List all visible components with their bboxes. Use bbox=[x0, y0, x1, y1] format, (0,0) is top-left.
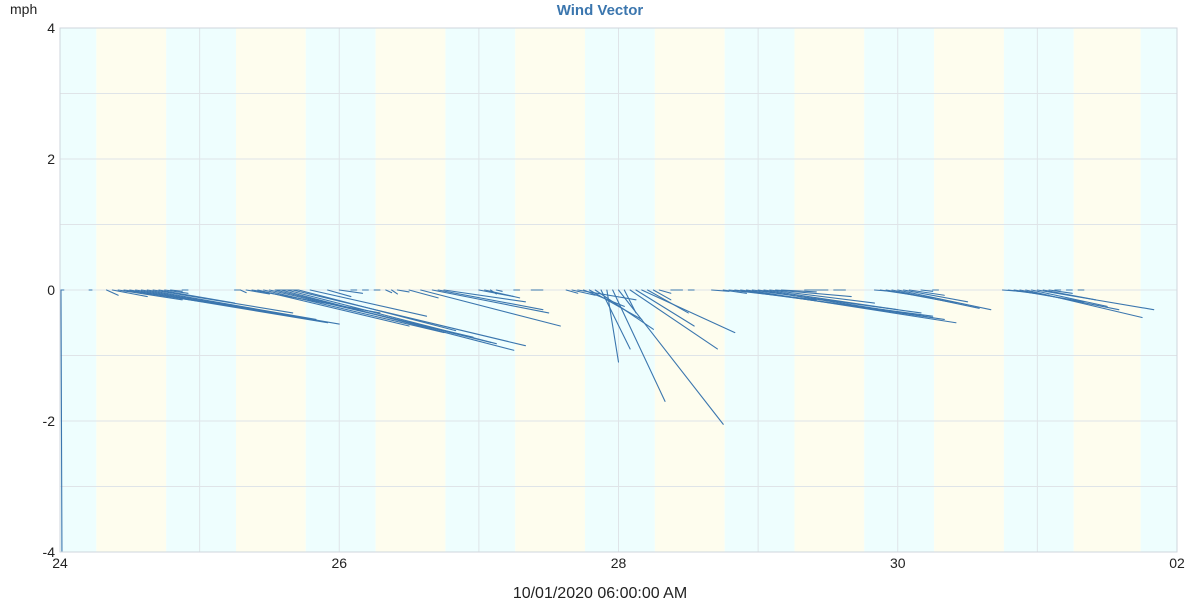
wind-vector-segment bbox=[908, 289, 945, 296]
wind-vector-segment bbox=[606, 289, 620, 363]
y-axis-label: mph bbox=[10, 1, 37, 17]
wind-vector-segment bbox=[775, 289, 852, 298]
wind-vector-segment bbox=[1031, 289, 1108, 307]
y-tick-label: -4 bbox=[43, 544, 56, 560]
wind-vector-segment bbox=[1048, 289, 1073, 294]
wind-vector-segment bbox=[408, 289, 439, 299]
plot-area-border bbox=[59, 27, 1178, 553]
wind-vector-segment bbox=[495, 289, 503, 292]
wind-vector-segment bbox=[571, 289, 596, 296]
wind-vector-segment bbox=[169, 289, 183, 292]
wind-vector-segment bbox=[652, 289, 672, 301]
wind-vector-segment bbox=[897, 289, 992, 311]
wind-vector-segment bbox=[711, 289, 730, 292]
wind-vector-segment bbox=[327, 289, 352, 298]
wind-vector-segment bbox=[60, 289, 63, 553]
wind-vector-segment bbox=[338, 289, 364, 294]
wind-vector-segment bbox=[763, 289, 899, 311]
x-tick-label: 28 bbox=[611, 555, 627, 571]
wind-vector-segment bbox=[286, 289, 497, 345]
wind-vector-segment bbox=[437, 289, 544, 311]
y-tick-label: 4 bbox=[47, 20, 55, 36]
wind-vector-segment bbox=[629, 289, 718, 350]
wind-vector-segment bbox=[309, 289, 428, 317]
wind-vector-segment bbox=[117, 289, 183, 301]
wind-vector-segment bbox=[903, 289, 969, 303]
wind-vector-segment bbox=[420, 289, 561, 327]
y-tick-label: 0 bbox=[47, 282, 55, 298]
wind-vector-segment bbox=[292, 289, 526, 347]
wind-vector-segment bbox=[745, 289, 957, 324]
x-tick-label: 02 bbox=[1169, 555, 1185, 571]
wind-vector-segment bbox=[140, 289, 340, 325]
tick-labels: 4 2 0 -2 -424 26 28 30 02 bbox=[43, 20, 1185, 571]
wind-vector-segment bbox=[431, 289, 550, 314]
x-tick-label: 30 bbox=[890, 555, 906, 571]
wind-vector-segment bbox=[588, 289, 643, 321]
wind-vector-segment bbox=[647, 289, 689, 314]
wind-vector-segment bbox=[612, 289, 666, 402]
wind-vector-segment bbox=[443, 289, 526, 303]
wind-vector-segment bbox=[484, 289, 521, 299]
chart-title: Wind Vector bbox=[557, 2, 644, 19]
wind-vector-segment bbox=[780, 289, 817, 293]
y-tick-label: -2 bbox=[43, 413, 56, 429]
wind-vector-segment bbox=[239, 289, 247, 294]
wind-vector-segment bbox=[245, 289, 270, 295]
wind-vector-segment bbox=[658, 289, 672, 294]
wind-vector-segment bbox=[385, 289, 393, 294]
wind-vector-segment bbox=[641, 289, 736, 334]
wind-vector-segment bbox=[263, 289, 445, 334]
x-tick-label: 26 bbox=[331, 555, 347, 571]
wind-vector-segment bbox=[280, 289, 515, 351]
wind-vector-segment bbox=[1025, 289, 1143, 319]
wind-vector-segment bbox=[600, 289, 631, 350]
x-axis-label: 10/01/2020 06:00:00 AM bbox=[513, 585, 687, 600]
wind-vector-segment bbox=[920, 289, 934, 292]
y-tick-label: 2 bbox=[47, 151, 55, 167]
wind-vector-segment bbox=[111, 289, 148, 298]
wind-vector-segment bbox=[396, 289, 410, 293]
wind-vector-segment bbox=[489, 289, 497, 295]
wind-vector-segment bbox=[623, 289, 637, 314]
wind-vector-segment bbox=[891, 289, 980, 309]
wind-vector-segment bbox=[635, 289, 695, 327]
vector-segments bbox=[59, 289, 1155, 553]
x-tick-label: 24 bbox=[52, 555, 68, 571]
wind-vector-segment bbox=[146, 289, 317, 321]
wind-vector-segment bbox=[769, 289, 876, 304]
wind-vector-segment bbox=[158, 289, 236, 304]
wind-vector-segment bbox=[757, 289, 934, 319]
wind-vector-segment bbox=[722, 289, 748, 294]
wind-vector-segment bbox=[1042, 289, 1097, 301]
wind-vector-segment bbox=[297, 289, 457, 332]
wind-vector-segment bbox=[391, 289, 398, 295]
wind-vector-segment bbox=[164, 289, 189, 294]
wind-vector-segment bbox=[565, 289, 579, 294]
wind-vector-segment bbox=[257, 289, 410, 327]
wind-vector-segment bbox=[105, 289, 119, 296]
